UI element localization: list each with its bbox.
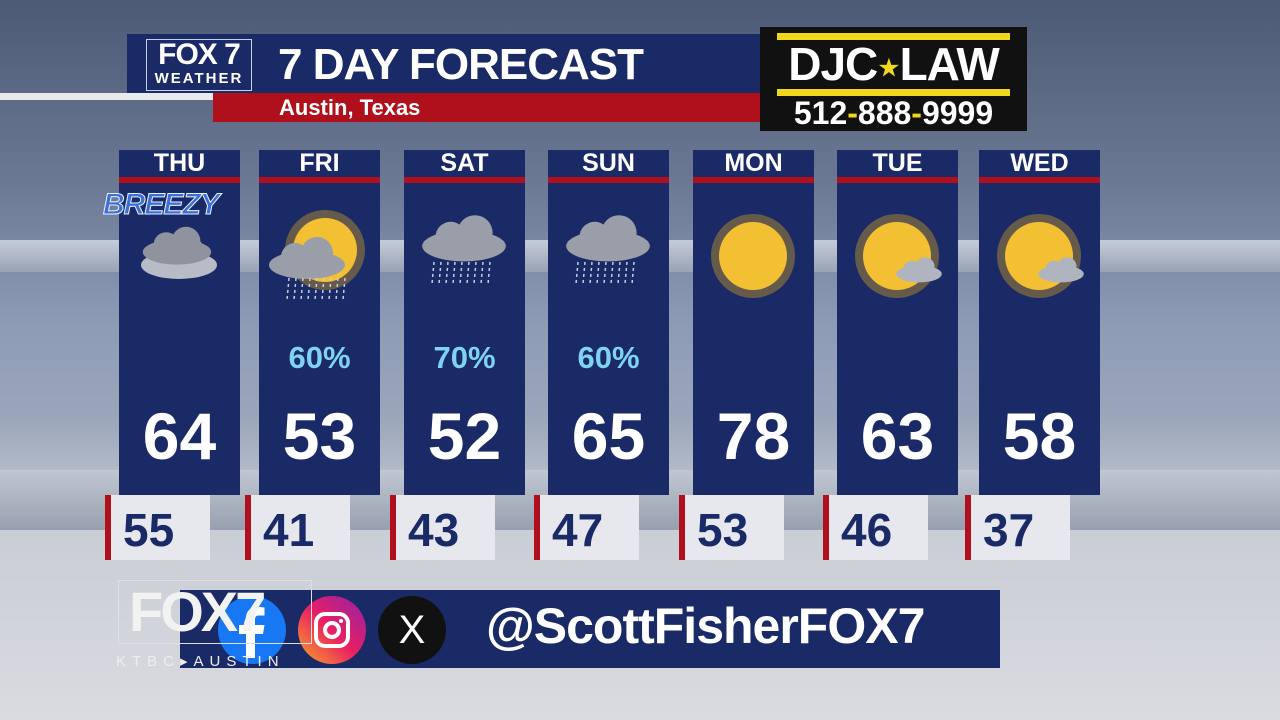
day-label: THU: [153, 149, 206, 177]
day-divider: [548, 177, 669, 183]
day-divider: [259, 177, 380, 183]
precip-chance: 60%: [288, 340, 351, 375]
precip-chance: 60%: [577, 340, 640, 375]
low-temp: 55: [105, 495, 210, 560]
day-column-sun: SUN 60% 65: [548, 150, 669, 495]
day-column-fri: FRI 60% 53: [259, 150, 380, 495]
high-temp: 78: [716, 399, 791, 473]
cloudy-icon: [141, 226, 217, 279]
day-column-wed: WED 58: [979, 150, 1100, 495]
high-temp: 58: [1002, 399, 1077, 473]
day-label: WED: [1010, 149, 1069, 177]
high-temp: 65: [571, 399, 646, 473]
day-column-tue: TUE 63: [837, 150, 958, 495]
high-temp: 63: [860, 399, 935, 473]
phone-part: 512: [793, 95, 848, 131]
day-label: SUN: [582, 149, 635, 177]
header-bar: [127, 34, 760, 94]
sun-cloud-rain-icon: [269, 210, 365, 301]
high-temp: 52: [427, 399, 502, 473]
low-temp: 43: [390, 495, 495, 560]
low-temp: 47: [534, 495, 639, 560]
day-column-sat: SAT 70% 52: [404, 150, 525, 495]
rain-icon: [422, 215, 506, 285]
day-divider: [979, 177, 1100, 183]
phone-part: 888: [857, 95, 912, 131]
day-label: FRI: [299, 149, 340, 177]
day-column-mon: MON 78: [693, 150, 814, 495]
day-column-thu: THU BREEZY 64: [103, 149, 240, 495]
phone-part: 9999: [921, 95, 994, 131]
day-label: MON: [724, 149, 783, 177]
day-divider: [119, 177, 240, 183]
ad-bar: [777, 33, 1010, 40]
facebook-icon: [218, 596, 286, 664]
social-handle: @ScottFisherFOX7: [486, 598, 925, 654]
logo-text: FOX 7: [158, 38, 241, 71]
low-temp: 53: [679, 495, 784, 560]
sunny-icon: [711, 214, 795, 298]
divider: [0, 93, 214, 100]
mostly-sunny-icon: [997, 214, 1084, 298]
star-icon: ★: [877, 52, 900, 83]
ad-name: DJC★LAW: [760, 37, 1027, 91]
sponsor-ad: DJC★LAW 512-888-9999: [760, 27, 1027, 131]
x-icon: X: [378, 596, 446, 664]
mostly-sunny-icon: [855, 214, 942, 298]
instagram-icon: [298, 596, 366, 664]
page-title: 7 DAY FORECAST: [278, 40, 644, 89]
low-temp: 37: [965, 495, 1070, 560]
high-temp: 64: [142, 399, 217, 473]
precip-chance: 70%: [433, 340, 496, 375]
fox7-weather-logo: FOX 7 WEATHER: [146, 39, 252, 91]
location: Austin, Texas: [213, 93, 760, 122]
phone-sep: -: [911, 95, 922, 131]
fox7-station-logo: FOX7: [118, 580, 312, 644]
day-label: TUE: [872, 149, 923, 177]
day-divider: [693, 177, 814, 183]
ad-name-right: LAW: [899, 38, 1000, 90]
day-label: SAT: [440, 149, 489, 177]
ad-bar: [777, 89, 1010, 96]
breezy-badge: BREEZY: [103, 188, 221, 222]
phone-sep: -: [847, 95, 858, 131]
ad-name-left: DJC: [788, 38, 878, 90]
logo-subtext: WEATHER: [154, 70, 244, 87]
high-temp: 53: [282, 399, 357, 473]
low-temp: 41: [245, 495, 350, 560]
station-subtext: KTBC▸AUSTIN: [116, 653, 285, 670]
rain-icon: [566, 215, 650, 285]
ad-phone: 512-888-9999: [760, 95, 1027, 132]
day-divider: [837, 177, 958, 183]
day-divider: [404, 177, 525, 183]
low-temp: 46: [823, 495, 928, 560]
